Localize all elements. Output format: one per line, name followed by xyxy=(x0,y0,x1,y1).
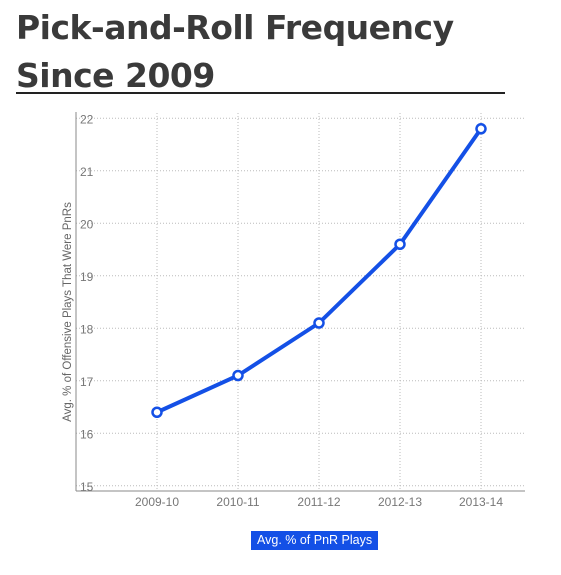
legend-item: Avg. % of PnR Plays xyxy=(251,531,379,550)
data-points xyxy=(151,123,487,418)
y-tick-label: 22 xyxy=(80,112,94,126)
chart-title: Pick-and-Roll Frequency Since 2009 xyxy=(16,8,454,95)
data-point xyxy=(313,317,325,329)
data-point xyxy=(232,369,244,382)
tick-labels: 15 16 17 18 19 20 21 22 2009-10 2010-11 2011-12 201… xyxy=(80,112,503,509)
y-tick-label: 18 xyxy=(80,322,94,336)
series-line xyxy=(155,126,483,415)
x-tick-label: 2013-14 xyxy=(459,495,503,509)
title-underline xyxy=(16,92,505,94)
axes xyxy=(75,112,525,492)
x-tick-label: 2012-13 xyxy=(378,495,422,509)
y-axis-title: Avg. % of Offensive Plays That Were PnRs xyxy=(62,202,74,422)
grid-lines xyxy=(76,113,525,491)
y-tick-label: 19 xyxy=(80,270,94,284)
x-tick-label: 2011-12 xyxy=(297,495,340,509)
y-tick-label: 15 xyxy=(80,480,94,494)
y-tick-label: 20 xyxy=(80,217,94,231)
x-tick-label: 2009-10 xyxy=(135,495,179,509)
data-point xyxy=(394,238,406,250)
series-line-group xyxy=(155,126,483,415)
y-tick-label: 17 xyxy=(80,375,94,389)
data-point xyxy=(151,406,163,418)
x-tick-label: 2010-11 xyxy=(216,495,259,509)
data-point xyxy=(475,123,487,135)
y-tick-label: 21 xyxy=(80,165,94,179)
y-tick-label: 16 xyxy=(80,427,94,441)
